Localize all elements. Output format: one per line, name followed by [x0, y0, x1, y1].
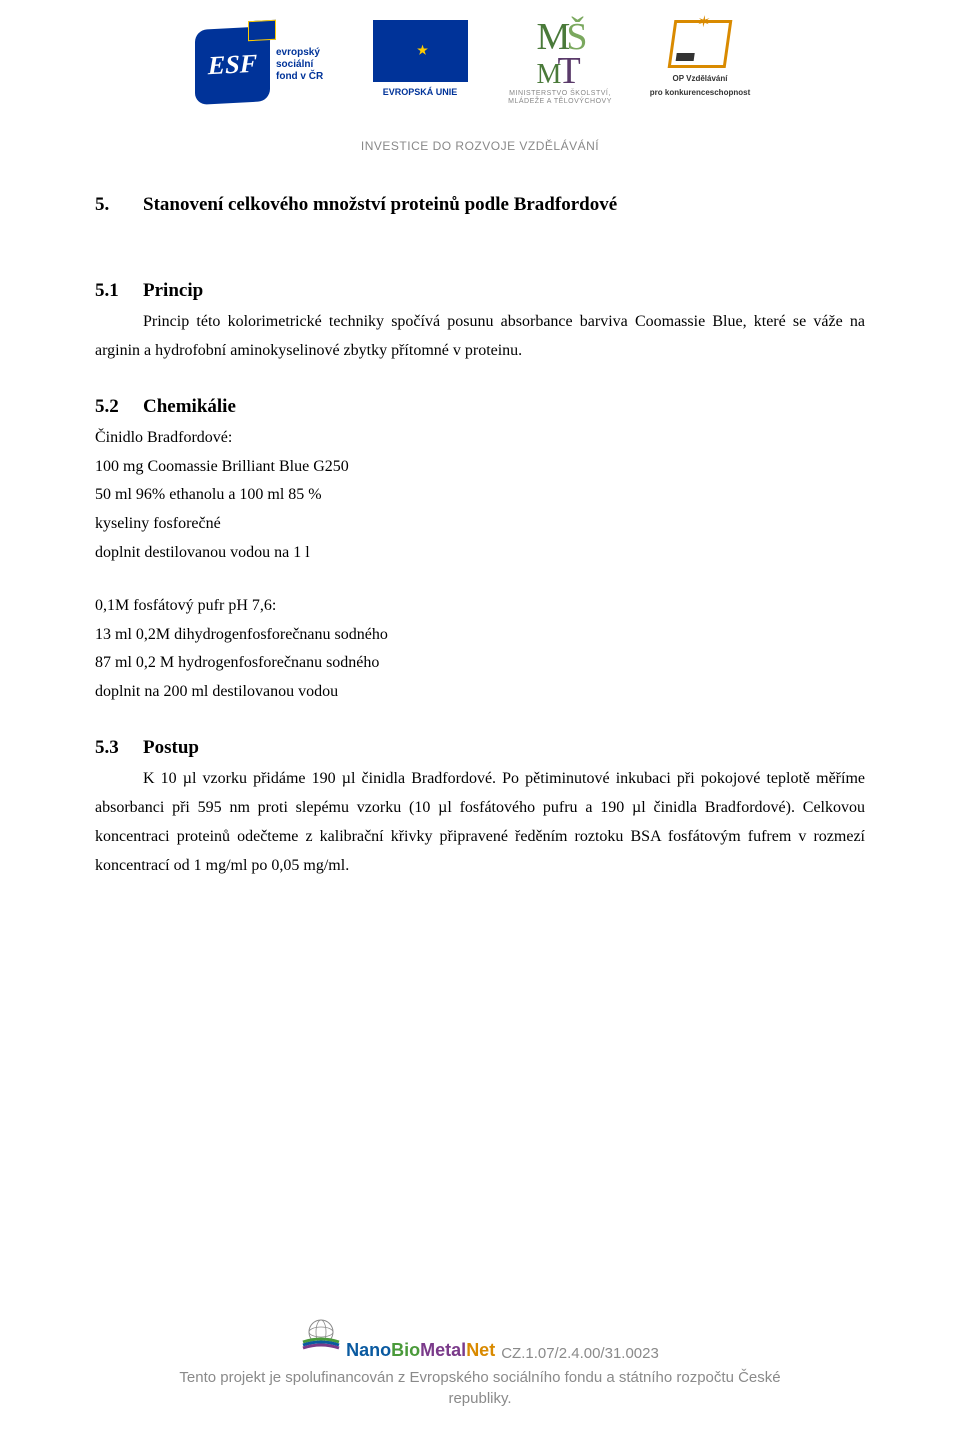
- section-5-heading: 5. Stanovení celkového množství proteinů…: [95, 188, 865, 222]
- project-code: CZ.1.07/2.4.00/31.0023: [501, 1340, 659, 1367]
- subsection-5-3-heading: 5.3 Postup: [95, 731, 865, 765]
- subsection-title: Postup: [143, 731, 199, 765]
- opvk-logo: OP Vzdělávání pro konkurenceschopnost: [635, 20, 765, 110]
- opvk-line2: pro konkurenceschopnost: [650, 86, 750, 100]
- footer-line2: republiky.: [0, 1388, 960, 1409]
- buffer-line: 87 ml 0,2 M hydrogenfosforečnanu sodného: [95, 649, 865, 678]
- esf-caption: evropský sociální fond v ČR: [276, 47, 323, 83]
- eu-stars-icon: ⋆: [414, 26, 427, 76]
- buffer-line: doplnit na 200 ml destilovanou vodou: [95, 678, 865, 707]
- opvk-line1: OP Vzdělávání: [673, 72, 728, 86]
- page-footer: NanoBioMetalNet CZ.1.07/2.4.00/31.0023 T…: [0, 1334, 960, 1409]
- chem-line: 50 ml 96% ethanolu a 100 ml 85 %: [95, 481, 865, 510]
- chem-line: kyseliny fosforečné: [95, 510, 865, 539]
- buffer-block: 0,1M fosfátový pufr pH 7,6: 13 ml 0,2M d…: [95, 592, 865, 707]
- section-title: Stanovení celkového množství proteinů po…: [143, 188, 617, 222]
- buffer-line: 13 ml 0,2M dihydrogenfosforečnanu sodnéh…: [95, 621, 865, 650]
- s51-paragraph: Princip této kolorimetrické techniky spo…: [95, 308, 865, 366]
- msmt-monogram-icon: MŠMT: [537, 20, 584, 88]
- document-page: ESF evropský sociální fond v ČR ⋆ EVROPS…: [0, 0, 960, 1449]
- eu-logo: ⋆ EVROPSKÁ UNIE: [355, 20, 485, 110]
- subsection-number: 5.2: [95, 390, 143, 424]
- esf-icon: ESF: [195, 26, 270, 105]
- subsection-number: 5.1: [95, 274, 143, 308]
- brand-bio: Bio: [391, 1340, 420, 1360]
- eu-label: EVROPSKÁ UNIE: [383, 84, 458, 100]
- esf-logo: ESF evropský sociální fond v ČR: [195, 20, 345, 110]
- chem-line: 100 mg Coomassie Brilliant Blue G250: [95, 453, 865, 482]
- eu-flag-icon: ⋆: [373, 20, 468, 82]
- subsection-title: Princip: [143, 274, 203, 308]
- header-tagline: INVESTICE DO ROZVOJE VZDĚLÁVÁNÍ: [95, 136, 865, 158]
- subsection-title: Chemikálie: [143, 390, 236, 424]
- opvk-icon: [668, 20, 733, 68]
- esf-abbrev: ESF: [208, 40, 257, 89]
- subsection-5-1-heading: 5.1 Princip: [95, 274, 865, 308]
- chem-line: Činidlo Bradfordové:: [95, 424, 865, 453]
- chem-line: doplnit destilovanou vodou na 1 l: [95, 539, 865, 568]
- chem-reagent-block: Činidlo Bradfordové: 100 mg Coomassie Br…: [95, 424, 865, 568]
- brand-nano: Nano: [346, 1340, 391, 1360]
- brand-metal: Metal: [420, 1340, 466, 1360]
- subsection-number: 5.3: [95, 731, 143, 765]
- header-logo-row: ESF evropský sociální fond v ČR ⋆ EVROPS…: [95, 20, 865, 130]
- buffer-line: 0,1M fosfátový pufr pH 7,6:: [95, 592, 865, 621]
- subsection-5-2-heading: 5.2 Chemikálie: [95, 390, 865, 424]
- nanobiometalnet-logo: NanoBioMetalNet: [301, 1334, 495, 1366]
- s53-paragraph: K 10 µl vzorku přidáme 190 µl činidla Br…: [95, 765, 865, 880]
- footer-brand-row: NanoBioMetalNet CZ.1.07/2.4.00/31.0023: [301, 1334, 659, 1366]
- section-number: 5.: [95, 188, 143, 222]
- msmt-caption: MINISTERSTVO ŠKOLSTVÍ, MLÁDEŽE A TĚLOVÝC…: [508, 90, 612, 105]
- footer-line1: Tento projekt je spolufinancován z Evrop…: [0, 1367, 960, 1388]
- esf-eu-flag-icon: [248, 19, 276, 40]
- msmt-logo: MŠMT MINISTERSTVO ŠKOLSTVÍ, MLÁDEŽE A TĚ…: [495, 20, 625, 110]
- brand-net: Net: [466, 1340, 495, 1360]
- globe-icon: [301, 1314, 341, 1354]
